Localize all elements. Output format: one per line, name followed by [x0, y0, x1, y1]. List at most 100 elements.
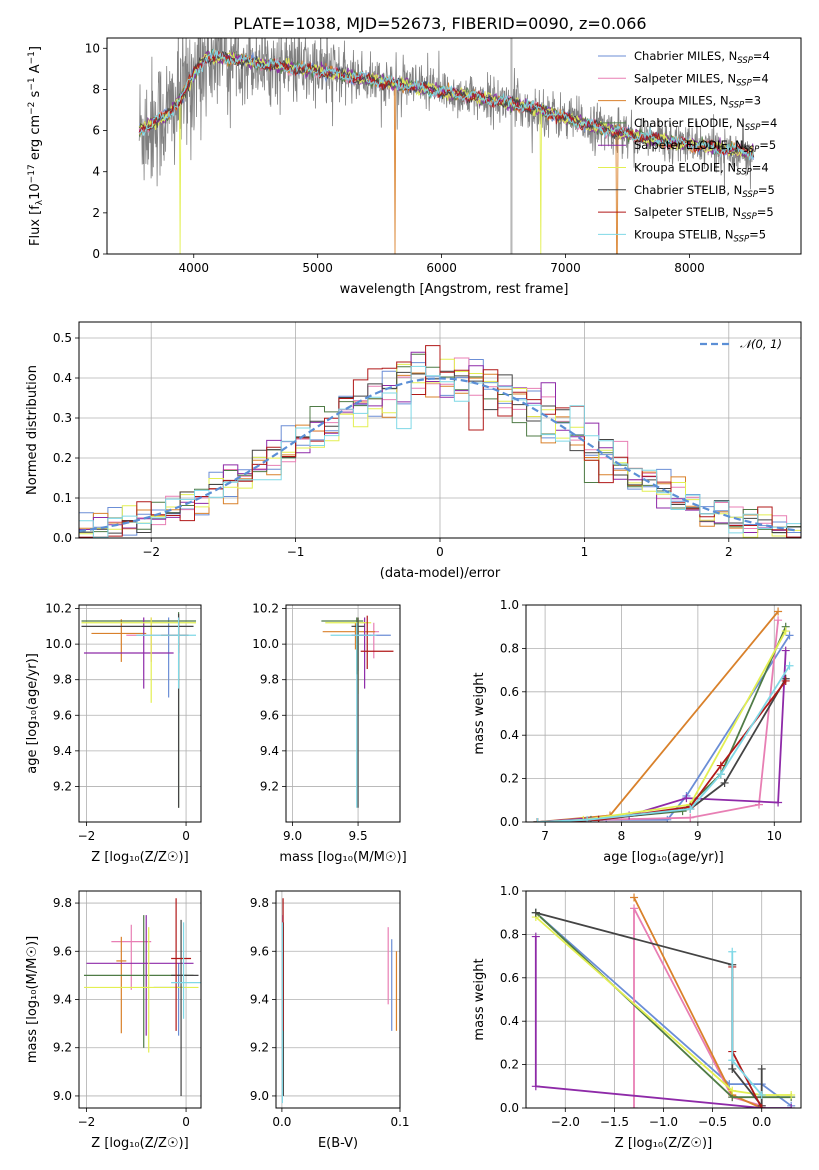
panel-mass-weight-vs-age: 7 8 9 10 0.0 0.2 0.4 0.6 0.8 1.0 age [log₁₀(age/yr… [472, 598, 802, 865]
mass-weight-line [535, 916, 792, 1096]
panel-mass-vs-Z: −2 0 9.0 9.2 9.4 9.6 9.8 Z [log₁₀(Z/Z☉)] mass [l… [25, 890, 202, 1151]
legend-sub: SSP [736, 168, 752, 178]
legend-eq: =4 [753, 49, 770, 63]
y-tick-label: 9.2 [250, 1041, 269, 1055]
legend-label: Salpeter MILES, N [634, 71, 736, 85]
legend-entry: Chabrier MILES, NSSP=4 [634, 49, 770, 66]
masked-region [510, 38, 513, 254]
mass-weight-marker [728, 947, 737, 956]
legend-sub: SSP [744, 145, 760, 155]
plot-area-age-vs-mass [321, 615, 394, 808]
panel-age-vs-mass: 9.0 9.5 9.2 9.4 9.6 9.8 10.0 10.2 mass [log₁₀(M/… [252, 602, 406, 865]
mass-weight-marker [757, 1064, 766, 1073]
mass-weight-line [537, 665, 791, 822]
y-tick-label: 8 [92, 82, 100, 96]
x-axis-label: mass [log₁₀(M/M☉)] [279, 850, 406, 865]
legend-eq: =4 [752, 161, 769, 175]
mass-weight-line [534, 936, 792, 1108]
errorbar-point [91, 619, 147, 662]
mass-weight-marker [781, 646, 790, 655]
errorbar-point [171, 919, 199, 1096]
legend-label: Salpeter STELIB, N [634, 205, 741, 219]
x-tick-label: −2 [78, 829, 96, 843]
x-tick-label: 5000 [302, 261, 333, 275]
legend-eq: =3 [744, 94, 761, 108]
mass-weight-marker [757, 1090, 766, 1099]
x-axis-label: (data-model)/error [380, 566, 501, 581]
y-axis-label: mass weight [472, 958, 487, 1040]
y-axis-label: Normed distribution [25, 365, 40, 495]
y-axis-label-part: erg cm [28, 115, 43, 164]
x-axis-label: E(B-V) [318, 1136, 358, 1151]
y-axis-label: mass weight [472, 672, 487, 754]
y-tick-label: 4 [92, 165, 100, 179]
legend-label: Chabrier MILES, N [634, 49, 737, 63]
legend-label: Salpeter ELODIE, N [634, 138, 744, 152]
panel-spectrum: 4000 5000 6000 7000 8000 0 2 4 6 8 10 wavelength [A… [27, 37, 802, 297]
mass-weight-marker [781, 627, 790, 636]
plot-area-residuals [79, 345, 801, 538]
mass-weight-marker [728, 1064, 737, 1073]
y-tick-label: 9.8 [53, 896, 72, 910]
y-axis-label-part: −1 [27, 51, 37, 64]
x-tick-label: 8000 [674, 261, 705, 275]
mass-weight-marker [787, 1104, 796, 1108]
mass-weight-marker [686, 813, 695, 822]
x-tick-label: −2 [142, 545, 160, 559]
legend-entry: Chabrier STELIB, NSSP=5 [634, 183, 775, 200]
y-tick-label: 0.4 [500, 1014, 519, 1028]
x-axis-label: Z [log₁₀(Z/Z☉)] [91, 1136, 188, 1151]
y-tick-label: 9.4 [260, 744, 279, 758]
residual-histogram [79, 365, 801, 538]
axes-frame [285, 604, 401, 823]
legend-eq: =4 [760, 116, 777, 130]
legend-entry: 𝒩(0, 1) [740, 337, 782, 351]
panel-mass-weight-vs-Z: −2.0 −1.5 −1.0 −0.5 0.0 0.0 0.2 0.4 0.6 0.8 1.0 Z [… [472, 884, 802, 1151]
y-tick-label: 10 [85, 41, 100, 55]
errorbar-point [355, 626, 391, 671]
x-tick-label: 1 [581, 545, 589, 559]
panel-residuals: −2 −1 0 1 2 0.0 0.1 0.2 0.3 0.4 0.5 (data-model)/er… [25, 321, 802, 581]
x-tick-label: 0.1 [390, 1115, 409, 1129]
legend-sub: SSP [729, 101, 745, 111]
mass-weight-marker [594, 815, 603, 822]
mass-weight-marker [774, 798, 783, 807]
model-spectrum-line [138, 48, 754, 161]
x-tick-label: 2 [725, 545, 733, 559]
x-tick-label: −1 [287, 545, 305, 559]
x-tick-label: 7 [541, 829, 549, 843]
errorbar-point [322, 622, 376, 650]
legend-sub: SSP [745, 123, 761, 133]
x-tick-label: 0 [182, 829, 190, 843]
y-tick-label: 0.8 [500, 927, 519, 941]
legend-eq: =5 [749, 227, 766, 241]
x-axis-label: age [log₁₀(age/yr)] [603, 850, 724, 865]
legend-entry: Salpeter STELIB, NSSP=5 [634, 205, 774, 222]
errorbar-point [83, 915, 194, 1048]
x-tick-label: 4000 [178, 261, 209, 275]
y-tick-label: 10.2 [45, 602, 72, 616]
y-axis-label-part: −2 [27, 102, 37, 115]
legend-sub: SSP [737, 56, 753, 66]
mass-weight-line [537, 634, 791, 822]
x-tick-label: 9.5 [349, 829, 368, 843]
y-tick-label: 0 [92, 247, 100, 261]
mass-weight-marker [774, 607, 783, 616]
plot-area-mass-vs-ebv [281, 898, 398, 1104]
mass-weight-marker [716, 770, 725, 779]
errorbar-point [171, 898, 192, 1031]
errorbar-point [116, 936, 127, 1034]
legend-sub: SSP [742, 190, 758, 200]
y-tick-label: 10.0 [45, 637, 72, 651]
errorbar-point [111, 924, 152, 990]
panel-mass-vs-ebv: 0.0 0.1 9.0 9.2 9.4 9.6 9.8 E(B-V) [250, 890, 410, 1151]
legend-eq: =5 [759, 138, 776, 152]
y-axis-label: age [log₁₀(age/yr)] [25, 653, 40, 774]
x-tick-label: 6000 [426, 261, 457, 275]
y-axis-label-part: −1 [27, 77, 37, 90]
errorbar-point [161, 617, 187, 698]
x-tick-label: 0 [436, 545, 444, 559]
errorbar-point [351, 617, 365, 808]
legend-sub: SSP [741, 212, 757, 222]
errorbar-point [171, 922, 201, 1019]
